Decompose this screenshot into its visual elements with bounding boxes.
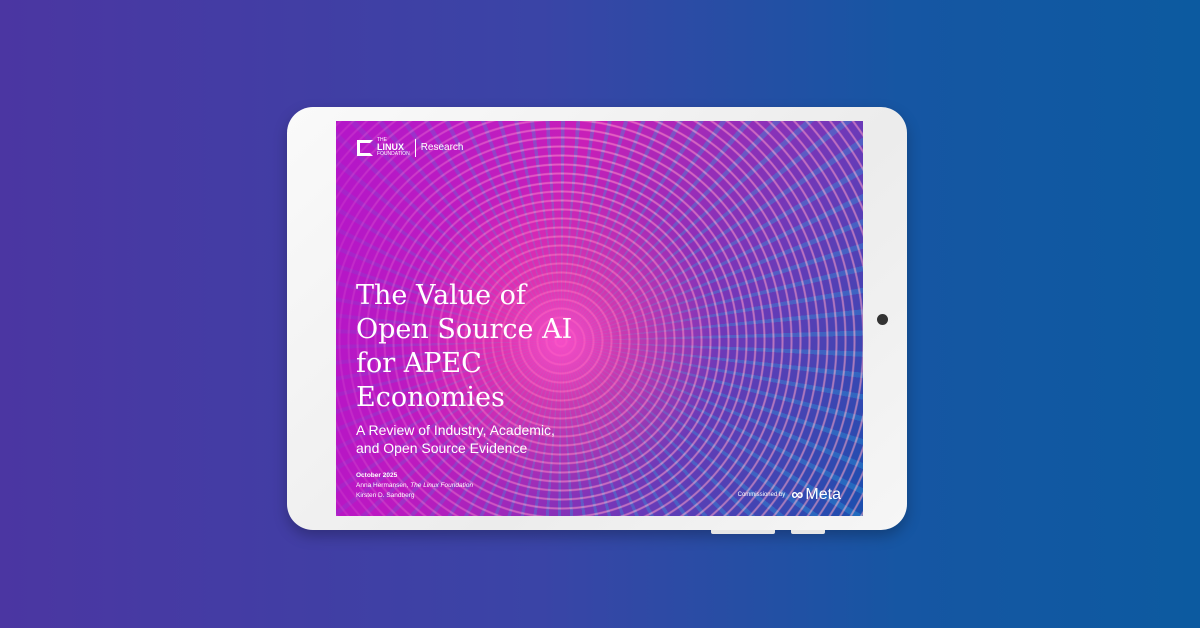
report-title: The Value of Open Source AI for APEC Eco… [356,279,572,415]
commissioned-label: Commissioned by [737,492,786,498]
logo-research: Research [420,142,464,153]
title-line: The Value of [356,280,526,311]
report-cover: THE LINUX FOUNDATION Research The Value of… [336,121,863,516]
tablet-button [711,530,775,534]
cover-art [336,121,863,516]
subtitle-line: and Open Source Evidence [356,440,528,456]
title-line: Economies [356,382,505,413]
logo-text: FOUNDATION [377,151,410,157]
author: Kirsten D. Sandberg [356,492,415,499]
report-date: October 2025 [356,472,398,479]
logo-text: LINUX [377,142,404,152]
report-meta: October 2025 Anna Hermansen, The Linux F… [356,471,473,501]
sponsor-name: Meta [805,486,841,503]
title-line: Open Source AI [356,314,573,345]
subtitle-line: A Review of Industry, Academic, [356,422,555,438]
tablet-button [791,530,825,534]
report-subtitle: A Review of Industry, Academic, and Open… [356,421,555,457]
title-line: for APEC [356,348,482,379]
divider [414,138,416,157]
author: Anna Hermansen, [356,482,411,489]
author-org: The Linux Foundation [410,482,474,489]
tablet-camera [877,314,888,325]
commissioned-by: Commissioned by ∞ Meta [738,485,841,505]
linux-foundation-logo: THE LINUX FOUNDATION Research [357,138,464,157]
meta-logo-icon: ∞ [791,485,804,504]
linux-foundation-mark-icon [357,139,373,156]
logo-text: THE [377,137,387,143]
